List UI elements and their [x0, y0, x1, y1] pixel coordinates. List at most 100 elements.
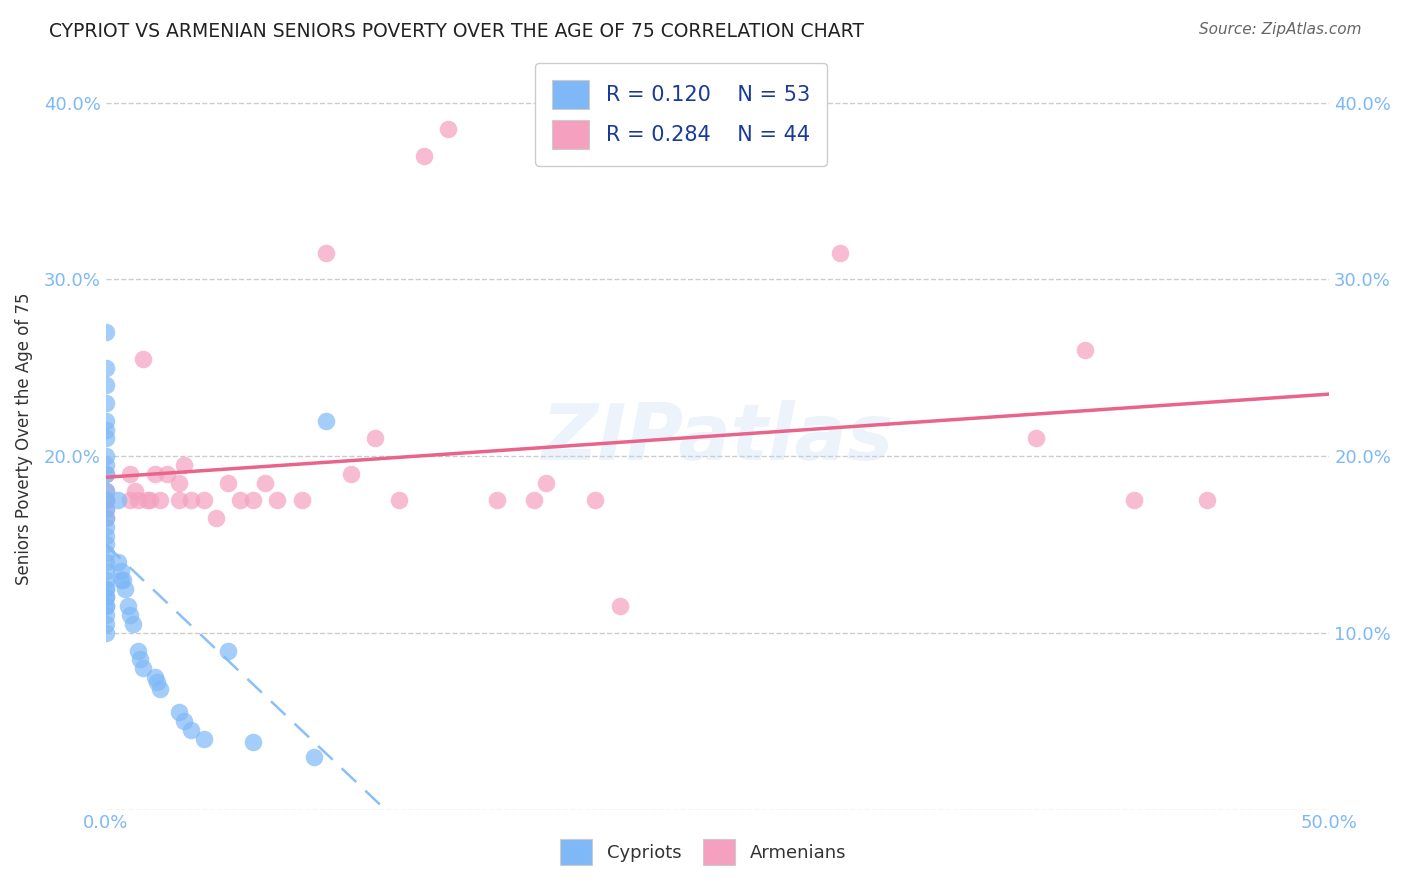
Point	[94, 502, 117, 516]
Point	[114, 582, 136, 596]
Point	[94, 493, 117, 508]
Point	[486, 493, 509, 508]
Point	[1195, 493, 1218, 508]
Point	[111, 573, 134, 587]
Point	[121, 617, 143, 632]
Point	[146, 675, 169, 690]
Point	[124, 484, 146, 499]
Point	[139, 493, 162, 508]
Point	[94, 546, 117, 560]
Point	[143, 467, 166, 481]
Point	[94, 591, 117, 605]
Point	[94, 396, 117, 410]
Point	[120, 467, 142, 481]
Point	[94, 511, 117, 525]
Point	[94, 608, 117, 623]
Point	[217, 475, 239, 490]
Point	[129, 652, 152, 666]
Point	[94, 582, 117, 596]
Point	[828, 246, 851, 260]
Point	[94, 599, 117, 614]
Text: CYPRIOT VS ARMENIAN SENIORS POVERTY OVER THE AGE OF 75 CORRELATION CHART: CYPRIOT VS ARMENIAN SENIORS POVERTY OVER…	[49, 22, 865, 41]
Point	[167, 475, 190, 490]
Point	[437, 122, 460, 136]
Point	[110, 573, 132, 587]
Point	[94, 449, 117, 463]
Point	[149, 682, 172, 697]
Point	[94, 599, 117, 614]
Point	[388, 493, 411, 508]
Point	[536, 475, 558, 490]
Point	[131, 661, 153, 675]
Point	[94, 493, 117, 508]
Point	[1073, 343, 1095, 357]
Point	[94, 625, 117, 640]
Point	[143, 670, 166, 684]
Point	[94, 493, 117, 508]
Point	[94, 617, 117, 632]
Point	[120, 608, 142, 623]
Point	[94, 458, 117, 472]
Point	[193, 731, 215, 746]
Point	[364, 432, 387, 446]
Point	[94, 423, 117, 437]
Point	[205, 511, 228, 525]
Point	[583, 493, 606, 508]
Point	[117, 599, 139, 614]
Point	[127, 493, 149, 508]
Point	[107, 555, 129, 569]
Point	[94, 484, 117, 499]
Point	[110, 564, 132, 578]
Point	[136, 493, 159, 508]
Point	[94, 484, 117, 499]
Point	[127, 643, 149, 657]
Point	[217, 643, 239, 657]
Point	[156, 467, 179, 481]
Point	[131, 351, 153, 366]
Point	[94, 378, 117, 392]
Point	[173, 714, 195, 729]
Point	[193, 493, 215, 508]
Point	[149, 493, 172, 508]
Point	[315, 414, 337, 428]
Point	[94, 537, 117, 551]
Point	[229, 493, 252, 508]
Point	[167, 706, 190, 720]
Point	[173, 458, 195, 472]
Y-axis label: Seniors Poverty Over the Age of 75: Seniors Poverty Over the Age of 75	[15, 293, 32, 585]
Point	[94, 555, 117, 569]
Point	[94, 414, 117, 428]
Point	[94, 502, 117, 516]
Point	[180, 723, 202, 737]
Point	[180, 493, 202, 508]
Point	[94, 573, 117, 587]
Point	[94, 520, 117, 534]
Point	[94, 360, 117, 375]
Legend: R = 0.120    N = 53, R = 0.284    N = 44: R = 0.120 N = 53, R = 0.284 N = 44	[534, 63, 827, 166]
Point	[94, 591, 117, 605]
Point	[302, 749, 325, 764]
Point	[94, 529, 117, 543]
Point	[94, 326, 117, 340]
Point	[523, 493, 546, 508]
Point	[242, 493, 264, 508]
Point	[1122, 493, 1144, 508]
Point	[94, 582, 117, 596]
Point	[94, 467, 117, 481]
Point	[94, 467, 117, 481]
Point	[291, 493, 314, 508]
Point	[242, 735, 264, 749]
Text: Source: ZipAtlas.com: Source: ZipAtlas.com	[1198, 22, 1361, 37]
Point	[266, 493, 288, 508]
Legend: Cypriots, Armenians: Cypriots, Armenians	[553, 832, 853, 872]
Point	[253, 475, 276, 490]
Point	[167, 493, 190, 508]
Point	[609, 599, 631, 614]
Point	[339, 467, 361, 481]
Point	[94, 432, 117, 446]
Point	[120, 493, 142, 508]
Point	[1025, 432, 1047, 446]
Point	[94, 511, 117, 525]
Point	[413, 149, 436, 163]
Point	[94, 564, 117, 578]
